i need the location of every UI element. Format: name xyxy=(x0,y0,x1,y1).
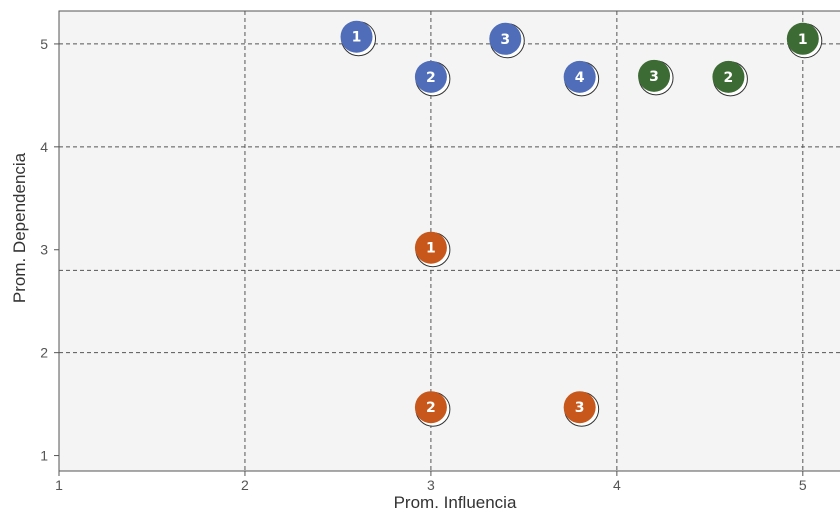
y-tick-label: 2 xyxy=(40,345,48,361)
x-tick-label: 1 xyxy=(55,477,63,493)
data-point-blue-4: 4 xyxy=(563,60,600,97)
data-point-blue-2: 2 xyxy=(414,60,451,97)
point-marker xyxy=(414,391,447,424)
y-axis-ticks: 1 2 3 4 5 xyxy=(40,36,59,464)
point-label: 3 xyxy=(575,400,585,416)
x-axis-ticks: 1 2 3 4 5 xyxy=(55,471,807,493)
point-marker xyxy=(414,231,447,264)
point-marker xyxy=(786,22,819,55)
data-point-blue-3: 3 xyxy=(489,22,525,59)
point-marker xyxy=(340,20,373,53)
data-points: 1 3 2 4 1 3 2 1 2 3 xyxy=(340,20,823,427)
x-tick-label: 4 xyxy=(613,477,621,493)
x-tick-label: 2 xyxy=(241,477,249,493)
data-point-blue-1: 1 xyxy=(340,20,377,57)
y-tick-label: 4 xyxy=(40,139,48,155)
y-axis-label: Prom. Dependencia xyxy=(10,152,29,303)
x-tick-label: 3 xyxy=(427,477,435,493)
point-marker xyxy=(414,60,447,93)
x-tick-label: 5 xyxy=(799,477,807,493)
point-label: 2 xyxy=(724,70,734,86)
data-point-green-1: 1 xyxy=(786,22,823,59)
point-marker xyxy=(563,391,596,424)
data-point-orange-3: 3 xyxy=(563,391,600,427)
point-marker xyxy=(638,59,671,92)
point-label: 2 xyxy=(426,70,436,86)
point-label: 1 xyxy=(352,30,362,46)
point-label: 4 xyxy=(575,70,585,86)
point-marker xyxy=(712,60,745,93)
point-label: 1 xyxy=(426,241,436,257)
point-label: 2 xyxy=(426,400,436,416)
plot-area xyxy=(58,10,840,472)
y-tick-label: 3 xyxy=(40,242,48,258)
y-tick-label: 1 xyxy=(40,448,48,464)
y-tick-label: 5 xyxy=(40,36,48,52)
point-marker xyxy=(563,60,596,93)
point-marker xyxy=(489,22,522,55)
point-label: 1 xyxy=(798,32,808,48)
x-axis-label: Prom. Influencia xyxy=(394,493,517,512)
data-point-orange-2: 2 xyxy=(414,391,451,427)
data-point-orange-1: 1 xyxy=(414,231,451,268)
point-label: 3 xyxy=(649,69,659,85)
point-label: 3 xyxy=(500,32,510,48)
data-point-green-2: 2 xyxy=(712,60,748,97)
data-point-green-3: 3 xyxy=(638,59,674,96)
